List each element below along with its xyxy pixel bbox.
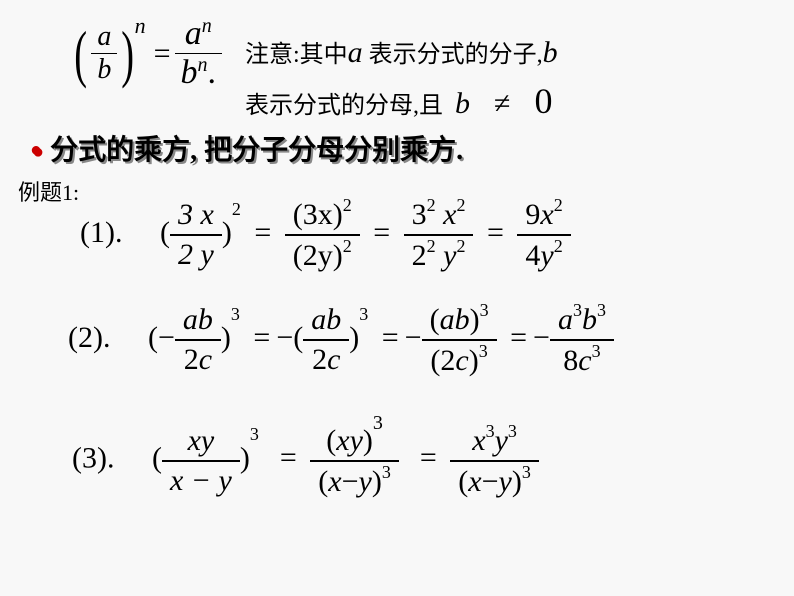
eq3-f1: xyx − y — [162, 422, 240, 500]
equation-1: (1). (3 x2 y)2 = (3x)2(2y)2 = 32 x222 y2… — [80, 195, 571, 275]
eq2-label: (2). — [68, 321, 110, 354]
eq1-f4: 9x24y2 — [517, 195, 570, 275]
lhs-fraction: a b — [91, 21, 117, 86]
example-label: 例题1: — [18, 175, 79, 207]
eq2-f2: ab2c — [303, 301, 349, 379]
eq1-f2: (3x)2(2y)2 — [285, 195, 360, 275]
eq2-f3: (ab)3(2c)3 — [422, 300, 497, 380]
eq1-f3: 32 x222 y2 — [404, 195, 474, 275]
power-formula: ( a b ) n = an bn. — [70, 15, 222, 92]
rhs-den: bn. — [175, 54, 223, 92]
annot-line1: 注意:其中a 表示分式的分子,b — [245, 32, 558, 74]
eq1-label: (1). — [80, 216, 122, 249]
rule-text: ●分式的乘方, 把分子分母分别乘方. — [30, 128, 463, 168]
eq3-f2: (xy)3(x−y)3 — [310, 420, 399, 501]
eq2-f1: ab2c — [175, 301, 221, 379]
eq-sign: = — [150, 37, 175, 71]
bullet-icon: ● — [30, 139, 42, 161]
eq3-label: (3). — [72, 441, 114, 474]
eq2-f4: a3b38c3 — [550, 300, 614, 380]
lhs-num: a — [91, 21, 117, 54]
right-paren: ) — [122, 17, 135, 91]
lhs-exp: n — [135, 13, 146, 39]
annot-line2: 表示分式的分母,且 b ≠ 0 — [245, 76, 558, 126]
equation-3: (3). (xyx − y)3 = (xy)3(x−y)3 = x3y3(x−y… — [72, 420, 539, 501]
eq3-f3: x3y3(x−y)3 — [450, 421, 539, 501]
annotation-text: 注意:其中a 表示分式的分子,b 表示分式的分母,且 b ≠ 0 — [245, 32, 558, 126]
eq1-f1: 3 x2 y — [170, 196, 222, 274]
slide-container: ( a b ) n = an bn. 注意:其中a 表示分式的分子,b 表示分式… — [0, 0, 794, 596]
rhs-num: an — [175, 15, 223, 54]
equation-2: (2). (−ab2c)3 =−(ab2c)3 =−(ab)3(2c)3 =−a… — [68, 300, 614, 380]
lhs-den: b — [91, 54, 117, 86]
left-paren: ( — [74, 17, 87, 91]
rhs-fraction: an bn. — [175, 15, 223, 92]
